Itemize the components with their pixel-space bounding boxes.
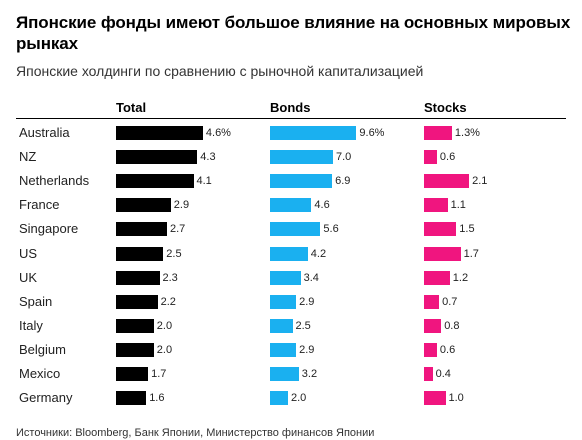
bonds-value-label: 2.9 [299,295,315,308]
stocks-value-label: 1.2 [452,271,469,284]
bonds-bar [270,246,308,261]
total-value-label: 1.6 [149,392,165,405]
total-bar [116,367,149,381]
bonds-bar [270,270,301,285]
stocks-value-label: 1.1 [450,199,466,212]
total-value-label: 1.7 [151,368,167,380]
country-label: Mexico [19,366,61,381]
bonds-bar [270,126,357,140]
bonds-value-label: 4.2 [310,247,327,260]
bonds-value-label: 3.2 [301,368,318,380]
column-header-total: Total [116,100,147,115]
total-bar [116,246,164,261]
country-label: NZ [19,149,37,165]
country-label: Belgium [19,341,66,357]
stocks-bar [424,150,437,165]
stocks-value-label: 0.6 [439,151,456,164]
stocks-bar [424,318,442,333]
total-value-label: 4.1 [196,175,212,188]
bonds-value-label: 2.0 [291,392,307,405]
bonds-bar [270,174,333,189]
country-label: France [19,197,60,213]
country-label: Netherlands [19,173,90,189]
bonds-bar [270,367,299,381]
total-value-label: 2.5 [166,247,182,260]
stocks-bar [424,174,470,189]
stocks-bar [424,294,439,309]
bonds-value-label: 3.4 [303,271,319,284]
total-bar [116,270,160,285]
column-header-bonds: Bonds [270,100,311,115]
total-bar [116,342,154,357]
stocks-value-label: 0.7 [442,295,458,308]
bonds-value-label: 2.9 [299,343,315,356]
bonds-value-label: 9.6% [359,127,385,139]
total-bar [116,150,198,165]
total-bar [116,174,194,189]
stocks-value-label: 1.7 [463,247,479,260]
country-label: US [19,245,38,261]
bonds-value-label: 6.9 [335,175,351,188]
country-label: Singapore [19,221,79,237]
bonds-bar [270,150,333,165]
total-value-label: 2.0 [156,343,173,356]
stocks-bar [424,222,457,237]
stocks-bar [424,367,433,381]
column-header-stocks: Stocks [424,100,467,115]
country-label: Germany [19,390,73,406]
stocks-value-label: 2.1 [472,175,488,188]
total-value-label: 2.2 [160,295,176,308]
total-bar [116,294,158,309]
stocks-value-label: 1.0 [448,392,464,405]
chart-subtitle: Японские холдинги по сравнению с рыночно… [16,63,424,79]
total-value-label: 4.3 [200,151,216,164]
bonds-bar [270,198,312,213]
country-label: Spain [19,293,53,309]
bonds-value-label: 5.6 [323,223,339,236]
total-value-label: 2.7 [170,223,186,236]
total-value-label: 2.9 [173,199,190,212]
stocks-value-label: 1.5 [459,223,475,236]
chart-title: Японские фонды имеют большое влияние на … [16,13,571,53]
header-rule [16,118,566,119]
total-bar [116,222,167,237]
total-bar [116,126,203,140]
total-value-label: 2.0 [156,319,173,332]
bonds-bar [270,318,293,333]
total-bar [116,391,147,406]
stocks-bar [424,391,446,406]
country-label: Italy [19,317,43,333]
stocks-bar [424,126,452,140]
stocks-value-label: 0.6 [439,343,456,356]
bonds-value-label: 7.0 [336,151,352,164]
stocks-bar [424,198,448,213]
country-label: UK [19,269,38,285]
bonds-value-label: 4.6 [314,199,330,212]
total-bar [116,318,154,333]
bonds-bar [270,342,297,357]
bonds-bar [270,222,321,237]
total-value-label: 2.3 [162,271,178,284]
stocks-bar [424,246,461,261]
stocks-bar [424,270,450,285]
bonds-bar [270,294,297,309]
bonds-value-label: 2.5 [295,319,311,332]
stocks-value-label: 0.4 [435,368,451,380]
stocks-value-label: 0.8 [444,319,460,332]
total-value-label: 4.6% [205,127,231,139]
stocks-bar [424,342,437,357]
stocks-value-label: 1.3% [454,127,480,139]
country-label: Australia [19,125,70,140]
total-bar [116,198,171,213]
bonds-bar [270,391,288,406]
